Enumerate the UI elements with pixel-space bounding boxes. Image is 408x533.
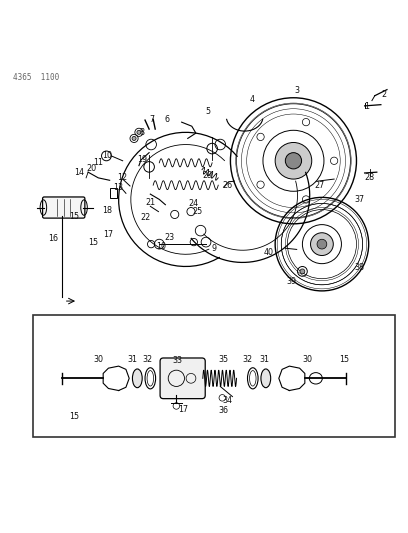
Text: 14: 14 xyxy=(74,168,84,176)
Text: 28: 28 xyxy=(365,173,375,182)
Text: 30: 30 xyxy=(303,354,313,364)
Text: 31: 31 xyxy=(259,354,269,364)
Text: 32: 32 xyxy=(243,354,253,364)
Circle shape xyxy=(132,136,136,141)
Text: 5: 5 xyxy=(206,107,211,116)
Text: 29: 29 xyxy=(202,171,213,180)
Text: 19: 19 xyxy=(137,156,147,165)
Bar xyxy=(110,188,117,198)
Text: 31: 31 xyxy=(128,354,138,364)
Text: 10: 10 xyxy=(102,151,112,160)
Circle shape xyxy=(310,233,333,255)
Text: 32: 32 xyxy=(143,354,153,364)
Ellipse shape xyxy=(133,369,142,387)
Bar xyxy=(33,316,395,437)
Polygon shape xyxy=(279,366,305,391)
Text: 8: 8 xyxy=(140,128,145,137)
Text: 17: 17 xyxy=(103,230,113,239)
Circle shape xyxy=(275,142,312,179)
Text: 34: 34 xyxy=(223,396,233,405)
Text: 3: 3 xyxy=(294,86,299,95)
Text: 11: 11 xyxy=(93,158,103,167)
Circle shape xyxy=(285,152,302,169)
Text: 27: 27 xyxy=(315,182,325,190)
Text: 18: 18 xyxy=(102,206,112,215)
Text: 17: 17 xyxy=(178,405,188,414)
Text: 33: 33 xyxy=(173,357,182,365)
Text: 15: 15 xyxy=(70,212,80,221)
Circle shape xyxy=(317,239,327,249)
Text: 40: 40 xyxy=(263,248,273,257)
FancyBboxPatch shape xyxy=(160,358,205,399)
Text: 4365  1100: 4365 1100 xyxy=(13,74,59,83)
Text: 38: 38 xyxy=(354,263,364,272)
Text: 6: 6 xyxy=(164,115,169,124)
Text: 25: 25 xyxy=(193,207,203,216)
Text: 15: 15 xyxy=(339,354,349,364)
Text: 7: 7 xyxy=(149,115,155,124)
Text: 26: 26 xyxy=(222,182,233,190)
Text: 4: 4 xyxy=(249,95,255,104)
Text: 15: 15 xyxy=(70,413,80,422)
Text: 9: 9 xyxy=(212,244,217,253)
Text: 20: 20 xyxy=(86,164,96,173)
Polygon shape xyxy=(103,366,129,391)
Circle shape xyxy=(300,269,305,274)
Text: 13: 13 xyxy=(113,183,124,192)
Text: 1: 1 xyxy=(364,102,369,111)
Text: 15: 15 xyxy=(89,238,98,247)
FancyBboxPatch shape xyxy=(42,197,85,218)
Text: 2: 2 xyxy=(381,91,386,100)
Text: 12: 12 xyxy=(117,173,127,182)
Text: 35: 35 xyxy=(218,354,228,364)
Text: 21: 21 xyxy=(145,198,155,207)
Text: 10: 10 xyxy=(156,243,166,252)
Text: 22: 22 xyxy=(140,213,150,222)
Text: 16: 16 xyxy=(49,235,59,244)
Text: 37: 37 xyxy=(354,195,364,204)
Ellipse shape xyxy=(261,369,271,387)
Text: 39: 39 xyxy=(286,278,297,286)
Circle shape xyxy=(137,130,141,134)
Text: 30: 30 xyxy=(93,354,103,364)
Text: 23: 23 xyxy=(164,233,175,242)
Text: 24: 24 xyxy=(189,199,199,208)
Text: 36: 36 xyxy=(219,406,228,415)
